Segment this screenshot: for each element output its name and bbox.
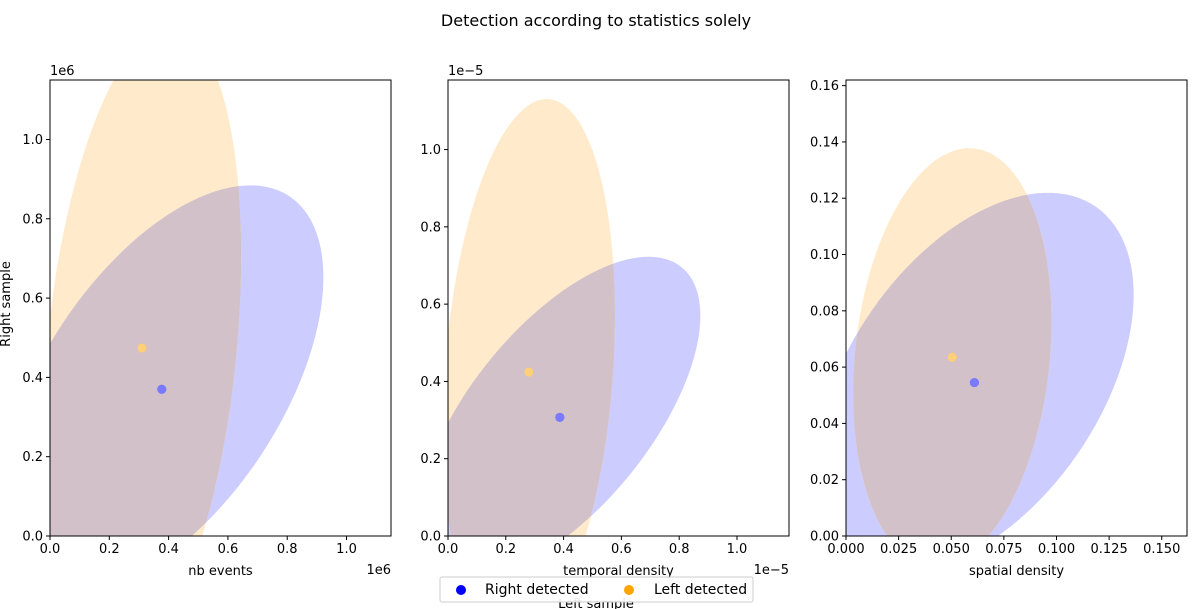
- panel-2: 0.0 0.2 0.4 0.6 0.8 1.0 0.0 0.2 0.4 0.6 0.8 1.0 temp…: [420, 64, 790, 579]
- x-tick-label: 0.6: [611, 542, 632, 557]
- y-tick-label: 0.16: [810, 79, 839, 94]
- x-axis-label: nb events: [188, 564, 253, 579]
- x-axis-label: spatial density: [969, 564, 1064, 579]
- point-shade-right: [969, 378, 979, 388]
- y-tick-label: 1.0: [22, 133, 43, 148]
- point-shade-left: [524, 367, 534, 377]
- x-tick-label: 0.2: [99, 542, 120, 557]
- legend-label-left: Left detected: [654, 582, 747, 598]
- axes-frame: [49, 79, 392, 537]
- x-tick-label: 0.100: [1038, 542, 1075, 557]
- x-tick-label: 0.150: [1143, 542, 1180, 557]
- y-tick-label: 0.04: [810, 417, 839, 432]
- y-tick-label: 0.0: [22, 530, 43, 545]
- y-tick-label: 0.6: [420, 298, 441, 313]
- legend-label-right: Right detected: [485, 582, 589, 598]
- x-tick-label: 0.8: [277, 542, 298, 557]
- y-tick-label: 0.8: [420, 220, 441, 235]
- ellipse-layer: [448, 99, 701, 536]
- y-offset-label: 1e−5: [448, 64, 483, 79]
- x-tick-label: 0.0: [438, 542, 459, 557]
- ellipse-layer: [50, 80, 324, 536]
- x-axis-label: temporal density: [563, 564, 674, 579]
- common-y-label: Right sample: [0, 261, 14, 347]
- y-tick-label: 0.00: [810, 530, 839, 545]
- x-tick-label: 0.8: [669, 542, 690, 557]
- legend: Right detected Left detected: [439, 576, 754, 603]
- y-tick-label: 0.12: [810, 192, 839, 207]
- x-tick-label: 0.2: [495, 542, 516, 557]
- x-tick-label: 0.075: [985, 542, 1022, 557]
- point-shade-right: [555, 412, 565, 422]
- x-offset-label: 1e6: [366, 563, 391, 578]
- legend-marker-left: [624, 585, 634, 595]
- y-tick-label: 0.4: [22, 371, 43, 386]
- x-offset-label: 1e−5: [754, 563, 789, 578]
- axes-frame: [845, 79, 1188, 537]
- y-tick-label: 1.0: [420, 143, 441, 158]
- x-tick-label: 0.000: [827, 542, 864, 557]
- point-shade-right: [157, 384, 167, 394]
- x-tick-label: 0.4: [158, 542, 179, 557]
- y-offset-label: 1e6: [50, 64, 75, 79]
- x-tick-label: 0.050: [933, 542, 970, 557]
- point-shade-left: [137, 343, 147, 353]
- x-tick-label: 0.025: [880, 542, 917, 557]
- y-tick-label: 0.06: [810, 361, 839, 376]
- legend-frame: [439, 576, 754, 603]
- x-tick-label: 1.0: [727, 542, 748, 557]
- x-tick-label: 0.0: [40, 542, 61, 557]
- ellipse-layer: [846, 148, 1134, 536]
- y-tick-label: 0.14: [810, 135, 839, 150]
- x-tick-label: 0.125: [1091, 542, 1128, 557]
- panels: 0.0 0.2 0.4 0.6 0.8 1.0 0.0 0.2 0.4 0.6 0.8 1.0 nb e…: [22, 64, 1188, 579]
- x-tick-label: 1.0: [336, 542, 357, 557]
- y-tick-label: 0.0: [420, 530, 441, 545]
- y-tick-label: 0.6: [22, 292, 43, 307]
- point-shade-left: [947, 352, 957, 362]
- axes-frame: [447, 79, 790, 537]
- y-tick-label: 0.02: [810, 473, 839, 488]
- x-tick-label: 0.4: [553, 542, 574, 557]
- y-tick-label: 0.2: [420, 452, 441, 467]
- panel-1: 0.0 0.2 0.4 0.6 0.8 1.0 0.0 0.2 0.4 0.6 0.8 1.0 nb e…: [22, 64, 392, 579]
- y-tick-label: 0.8: [22, 212, 43, 227]
- y-tick-label: 0.10: [810, 248, 839, 263]
- panel-3: 0.000 0.025 0.050 0.075 0.100 0.125 0.150 0.00 0…: [810, 79, 1188, 579]
- y-tick-label: 0.2: [22, 450, 43, 465]
- y-tick-label: 0.08: [810, 304, 839, 319]
- y-tick-label: 0.4: [420, 375, 441, 390]
- legend-marker-right: [456, 585, 466, 595]
- x-tick-label: 0.6: [218, 542, 239, 557]
- figure-title: Detection according to statistics solely: [441, 11, 751, 30]
